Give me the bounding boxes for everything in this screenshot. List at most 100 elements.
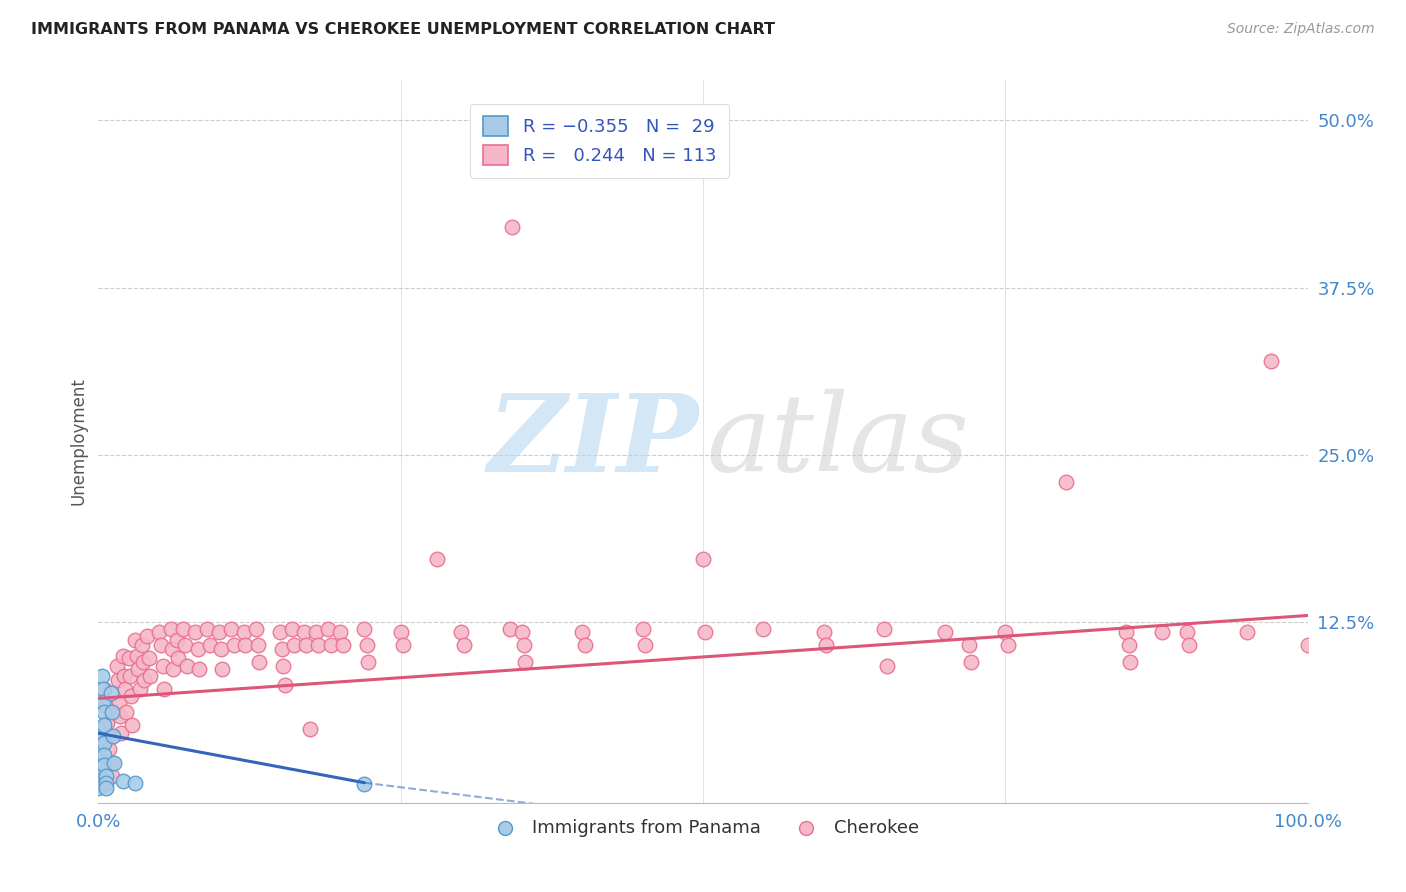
Text: IMMIGRANTS FROM PANAMA VS CHEROKEE UNEMPLOYMENT CORRELATION CHART: IMMIGRANTS FROM PANAMA VS CHEROKEE UNEMP… [31, 22, 775, 37]
Point [160, 642, 183, 657]
Point [453, 638, 475, 652]
Point [208, 624, 231, 639]
Point [187, 662, 209, 676]
Point [118, 651, 141, 665]
Point [93, 718, 115, 732]
Point [815, 638, 838, 652]
Point [152, 682, 174, 697]
Point [934, 624, 956, 639]
Point [162, 662, 184, 676]
Point [222, 638, 245, 652]
Point [112, 669, 135, 683]
Point [87, 745, 110, 759]
Point [93, 682, 115, 697]
Point [87, 781, 110, 796]
Point [148, 624, 170, 639]
Point [221, 622, 243, 636]
Point [695, 624, 717, 639]
Point [960, 655, 983, 669]
Point [283, 638, 305, 652]
Text: Source: ZipAtlas.com: Source: ZipAtlas.com [1227, 22, 1375, 37]
Point [128, 682, 150, 697]
Point [134, 673, 156, 687]
Point [105, 659, 128, 673]
Point [114, 682, 136, 697]
Point [1118, 638, 1140, 652]
Point [273, 659, 295, 673]
Point [357, 655, 380, 669]
Point [329, 624, 352, 639]
Y-axis label: Unemployment: Unemployment [69, 377, 87, 506]
Point [316, 622, 339, 636]
Point [957, 638, 980, 652]
Point [94, 776, 117, 790]
Point [813, 624, 835, 639]
Point [299, 723, 322, 737]
Point [195, 622, 218, 636]
Point [308, 638, 330, 652]
Point [426, 552, 449, 566]
Point [91, 669, 114, 683]
Point [115, 705, 138, 719]
Point [93, 758, 115, 772]
Text: ZIP: ZIP [488, 389, 699, 494]
Point [108, 696, 131, 710]
Point [187, 642, 209, 657]
Point [101, 729, 124, 743]
Point [108, 708, 131, 723]
Point [332, 638, 354, 652]
Point [353, 622, 375, 636]
Point [997, 638, 1019, 652]
Point [107, 673, 129, 687]
Point [305, 624, 328, 639]
Point [87, 723, 110, 737]
Point [1054, 475, 1077, 489]
Point [498, 622, 520, 636]
Point [1236, 624, 1258, 639]
Point [100, 686, 122, 700]
Point [184, 624, 207, 639]
Point [752, 622, 775, 636]
Point [1119, 655, 1142, 669]
Point [127, 648, 149, 663]
Point [501, 220, 523, 235]
Point [87, 769, 110, 783]
Point [319, 638, 342, 652]
Point [150, 638, 173, 652]
Point [631, 622, 654, 636]
Point [94, 769, 117, 783]
Point [356, 638, 378, 652]
Point [97, 729, 120, 743]
Point [271, 642, 294, 657]
Point [353, 777, 375, 791]
Point [103, 756, 125, 770]
Point [450, 624, 472, 639]
Point [91, 682, 114, 697]
Point [87, 761, 110, 775]
Point [571, 624, 593, 639]
Point [110, 726, 132, 740]
Point [174, 638, 197, 652]
Point [176, 659, 198, 673]
Point [281, 622, 304, 636]
Text: atlas: atlas [707, 389, 970, 494]
Point [152, 659, 174, 673]
Point [233, 638, 256, 652]
Point [510, 624, 533, 639]
Point [93, 705, 115, 719]
Point [1296, 638, 1319, 652]
Point [198, 638, 221, 652]
Point [273, 678, 295, 692]
Point [994, 624, 1017, 639]
Point [120, 689, 142, 703]
Point [1115, 624, 1137, 639]
Point [100, 769, 122, 783]
Point [209, 642, 232, 657]
Point [634, 638, 657, 652]
Point [111, 648, 134, 663]
Point [389, 624, 412, 639]
Point [1152, 624, 1174, 639]
Point [124, 632, 146, 647]
Point [96, 715, 118, 730]
Point [873, 622, 896, 636]
